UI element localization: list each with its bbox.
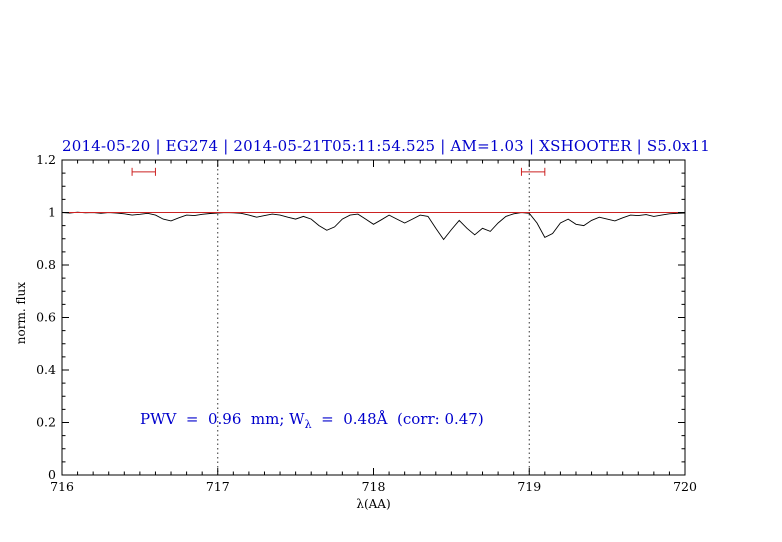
x-axis-label: λ(AA): [356, 497, 391, 511]
pwv-annotation: PWV = 0.96 mm; Wλ = 0.48Å (corr: 0.47): [140, 410, 484, 431]
svg-text:1.2: 1.2: [36, 152, 56, 167]
annotation-prefix: PWV = 0.96 mm; W: [140, 410, 305, 428]
annotation-lambda-subscript: λ: [304, 418, 312, 431]
svg-text:718: 718: [362, 479, 386, 494]
svg-text:0.8: 0.8: [36, 257, 56, 272]
svg-text:717: 717: [206, 479, 230, 494]
svg-text:0.2: 0.2: [36, 415, 56, 430]
svg-text:1: 1: [48, 205, 56, 220]
svg-text:0: 0: [48, 467, 56, 482]
svg-text:720: 720: [673, 479, 697, 494]
svg-text:716: 716: [50, 479, 74, 494]
svg-text:719: 719: [517, 479, 541, 494]
svg-text:0.6: 0.6: [36, 310, 56, 325]
svg-text:0.4: 0.4: [36, 362, 56, 377]
annotation-suffix: = 0.48Å (corr: 0.47): [311, 410, 484, 428]
plot-title: 2014-05-20 | EG274 | 2014-05-21T05:11:54…: [62, 137, 710, 155]
